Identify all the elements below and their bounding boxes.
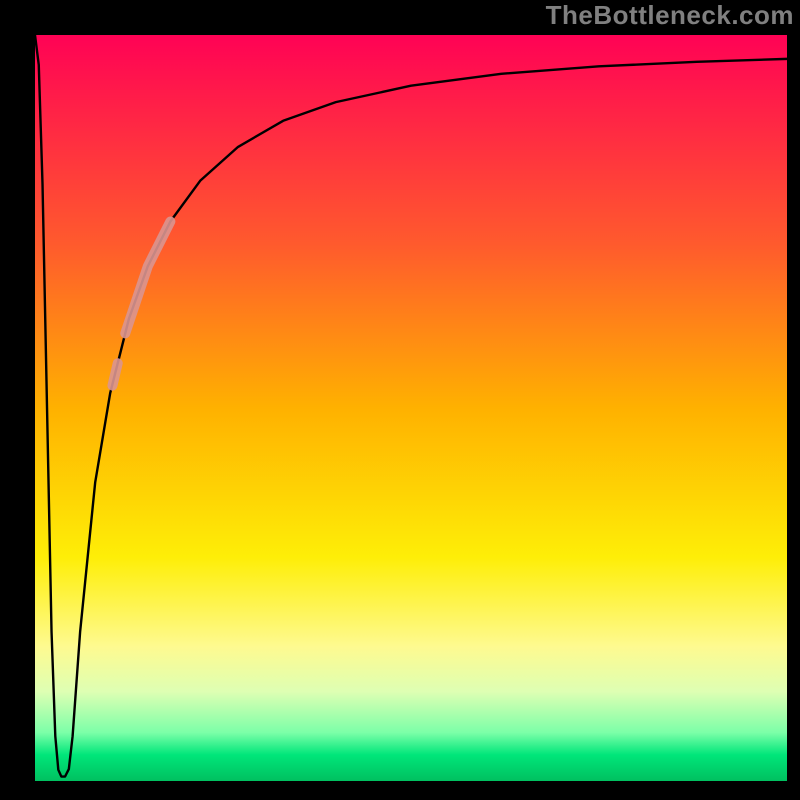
frame <box>0 781 800 800</box>
chart-wrap: { "watermark": { "text": "TheBottleneck.… <box>0 0 800 800</box>
plot-background <box>35 35 787 781</box>
frame <box>787 0 800 800</box>
watermark-text: TheBottleneck.com <box>546 0 794 31</box>
highlight-dot <box>112 363 117 385</box>
chart-svg <box>0 0 800 800</box>
frame <box>0 0 35 800</box>
